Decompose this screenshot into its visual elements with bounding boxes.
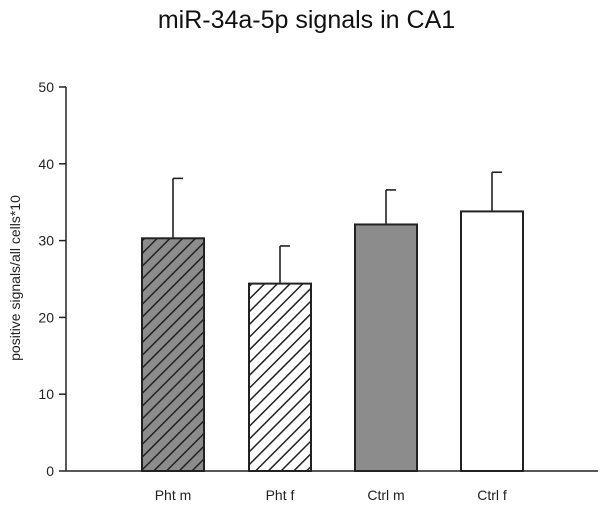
chart-title: miR-34a-5p signals in CA1 — [157, 6, 456, 34]
y-tick-label: 30 — [38, 233, 54, 249]
x-category-label: Ctrl f — [477, 487, 507, 503]
y-tick-label: 0 — [46, 463, 54, 479]
x-category-label: Pht m — [155, 487, 192, 503]
x-category-label: Pht f — [266, 487, 295, 503]
y-tick-label: 10 — [38, 386, 54, 402]
x-category-label: Ctrl m — [367, 487, 404, 503]
bar — [354, 223, 418, 472]
bar — [460, 210, 524, 473]
y-tick-label: 40 — [38, 156, 54, 172]
y-tick-label: 20 — [38, 309, 54, 325]
bar — [141, 237, 205, 472]
bar — [248, 282, 312, 472]
y-axis-label: positive signals/all cells*10 — [7, 195, 23, 361]
y-tick-label: 50 — [38, 79, 54, 95]
